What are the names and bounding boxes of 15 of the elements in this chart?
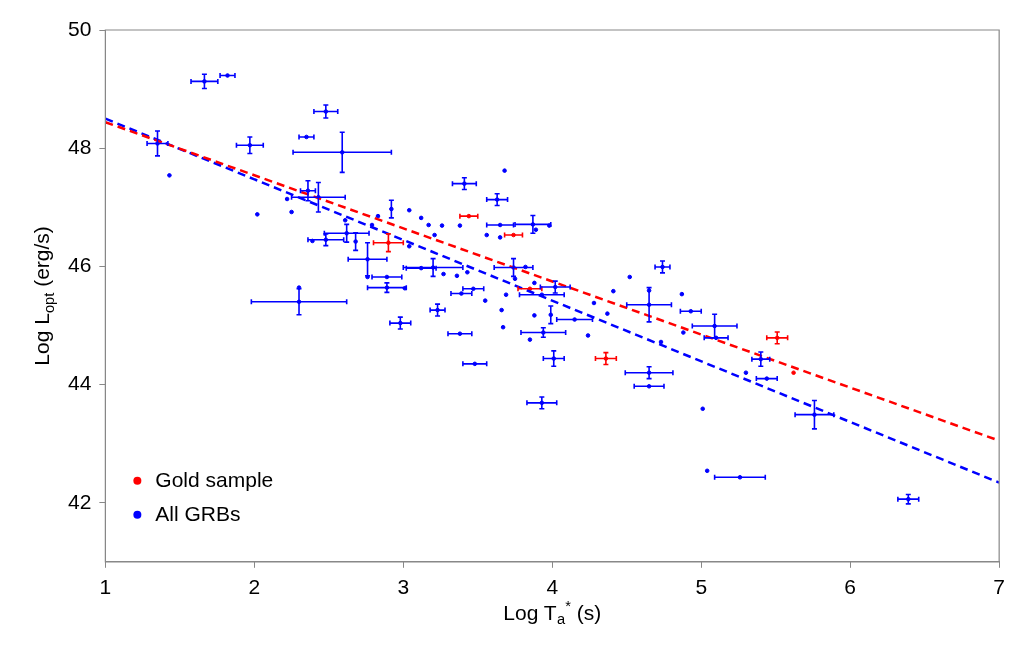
y-axis-title: Log Lopt (erg/s) [30,226,57,366]
y-tick-label: 42 [68,489,92,513]
y-tick-label: 50 [68,16,92,40]
x-tick-label: 5 [695,575,708,599]
y-tick-label: 46 [68,253,92,277]
legend-label: Gold sample [155,467,274,491]
x-tick-label: 7 [993,575,1005,599]
y-tick-label: 48 [68,134,92,158]
x-tick-label: 6 [844,575,857,599]
x-tick-label: 4 [546,575,559,599]
y-tick-label: 44 [68,371,92,395]
x-tick-label: 2 [248,575,261,599]
x-tick-label: 1 [99,575,112,599]
legend-label: All GRBs [155,501,241,525]
x-tick-label: 3 [397,575,410,599]
